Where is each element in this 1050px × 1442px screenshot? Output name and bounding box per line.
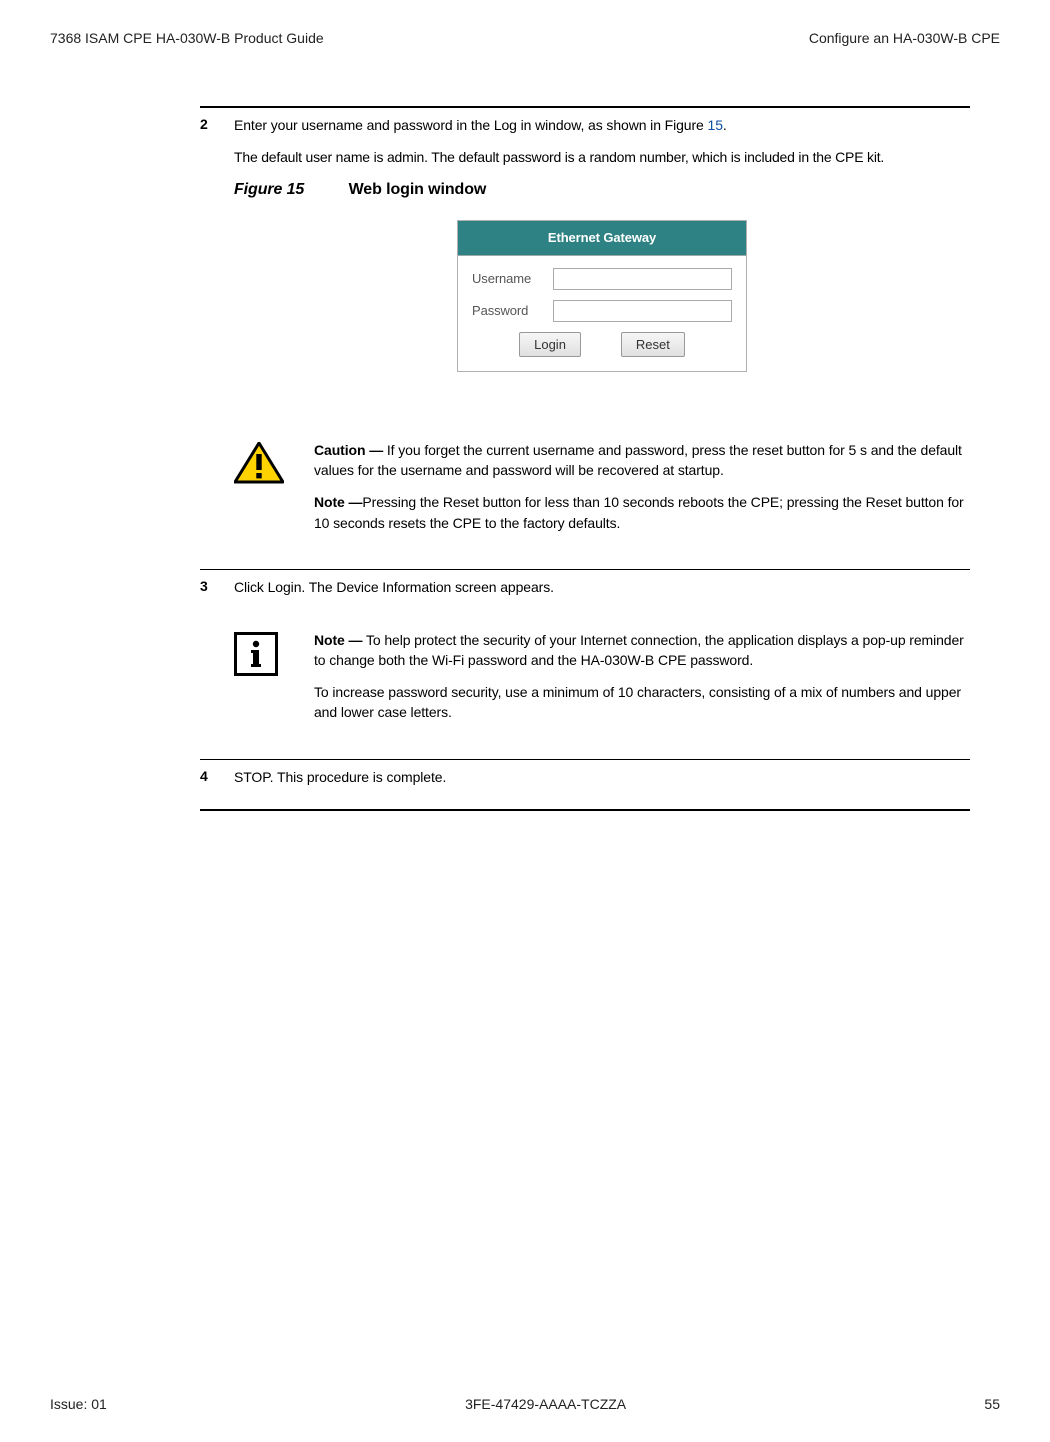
footer-left: Issue: 01 <box>50 1396 107 1412</box>
login-button[interactable]: Login <box>519 332 581 357</box>
caution-callout: Caution — If you forget the current user… <box>234 432 970 559</box>
step-3: 3 Click Login. The Device Information sc… <box>200 570 970 759</box>
step-body: Enter your username and password in the … <box>234 116 970 559</box>
info-body: To help protect the security of your Int… <box>314 632 964 668</box>
step-2: 2 Enter your username and password in th… <box>200 108 970 569</box>
login-header: Ethernet Gateway <box>458 221 746 256</box>
login-button-row: Login Reset <box>472 332 732 357</box>
step-2-line2: The default user name is admin. The defa… <box>234 148 970 168</box>
password-row: Password <box>472 300 732 322</box>
note-heading: Note — <box>314 494 362 510</box>
step-4-text: STOP. This procedure is complete. <box>234 768 970 788</box>
step-4: 4 STOP. This procedure is complete. <box>200 760 970 810</box>
username-row: Username <box>472 268 732 290</box>
password-label: Password <box>472 302 539 320</box>
caution-icon <box>234 440 286 545</box>
caution-body: If you forget the current username and p… <box>314 442 962 478</box>
info-paragraph-1: Note — To help protect the security of y… <box>314 630 970 671</box>
divider <box>200 809 970 811</box>
page-header: 7368 ISAM CPE HA-030W-B Product Guide Co… <box>50 30 1000 46</box>
info-callout: Note — To help protect the security of y… <box>234 622 970 749</box>
caution-text: Caution — If you forget the current user… <box>314 440 970 545</box>
username-label: Username <box>472 270 539 288</box>
password-input[interactable] <box>553 300 732 322</box>
footer-center: 3FE-47429-AAAA-TCZZA <box>465 1396 626 1412</box>
figure-number: Figure 15 <box>234 181 304 198</box>
step-body: Click Login. The Device Information scre… <box>234 578 970 749</box>
header-right: Configure an HA-030W-B CPE <box>809 30 1000 46</box>
username-input[interactable] <box>553 268 732 290</box>
figure-title: Web login window <box>349 181 487 198</box>
step-number: 2 <box>200 116 234 559</box>
figure-caption: Figure 15 Web login window <box>234 179 970 201</box>
step-number: 3 <box>200 578 234 749</box>
text-segment: . <box>723 117 727 133</box>
header-left: 7368 ISAM CPE HA-030W-B Product Guide <box>50 30 324 46</box>
step-body: STOP. This procedure is complete. <box>234 768 970 800</box>
step-number: 4 <box>200 768 234 800</box>
info-paragraph-2: To increase password security, use a min… <box>314 682 970 723</box>
figure-link[interactable]: 15 <box>708 117 723 133</box>
login-body: Username Password Login Reset <box>458 256 746 371</box>
caution-note: Note —Pressing the Reset button for less… <box>314 492 970 533</box>
reset-button[interactable]: Reset <box>621 332 685 357</box>
note-body: Pressing the Reset button for less than … <box>314 494 964 530</box>
login-window: Ethernet Gateway Username Password Login… <box>457 220 747 372</box>
page-footer: Issue: 01 3FE-47429-AAAA-TCZZA 55 <box>50 1396 1000 1412</box>
text-segment: Enter your username and password in the … <box>234 117 708 133</box>
info-icon <box>234 630 286 735</box>
footer-right: 55 <box>984 1396 1000 1412</box>
info-text: Note — To help protect the security of y… <box>314 630 970 735</box>
caution-heading: Caution — <box>314 442 383 458</box>
step-3-text: Click Login. The Device Information scre… <box>234 578 970 598</box>
caution-paragraph: Caution — If you forget the current user… <box>314 440 970 481</box>
content-area: 2 Enter your username and password in th… <box>200 106 970 811</box>
step-2-line1: Enter your username and password in the … <box>234 116 970 136</box>
info-heading: Note — <box>314 632 362 648</box>
